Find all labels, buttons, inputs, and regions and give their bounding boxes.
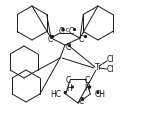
Circle shape bbox=[82, 99, 83, 100]
Text: C: C bbox=[85, 76, 90, 85]
Text: C: C bbox=[66, 76, 71, 85]
Circle shape bbox=[97, 92, 99, 93]
Circle shape bbox=[74, 29, 75, 30]
Text: C: C bbox=[66, 43, 71, 52]
Circle shape bbox=[85, 36, 86, 37]
Text: C: C bbox=[79, 35, 84, 44]
Text: H: H bbox=[84, 84, 90, 93]
Text: Cl: Cl bbox=[107, 55, 115, 65]
Circle shape bbox=[52, 36, 53, 37]
Circle shape bbox=[62, 29, 64, 30]
Text: HC: HC bbox=[51, 90, 62, 99]
Text: Ti: Ti bbox=[95, 62, 102, 72]
Text: Cl: Cl bbox=[107, 66, 115, 75]
Text: C: C bbox=[59, 27, 64, 36]
Text: C: C bbox=[48, 35, 53, 44]
Circle shape bbox=[89, 86, 91, 88]
Text: C: C bbox=[69, 27, 74, 36]
Text: C: C bbox=[79, 97, 84, 106]
Circle shape bbox=[69, 45, 70, 46]
Text: C–C: C–C bbox=[60, 28, 70, 34]
Circle shape bbox=[64, 92, 66, 93]
Circle shape bbox=[72, 86, 73, 88]
Text: H: H bbox=[66, 84, 72, 93]
Text: CH: CH bbox=[94, 90, 105, 99]
